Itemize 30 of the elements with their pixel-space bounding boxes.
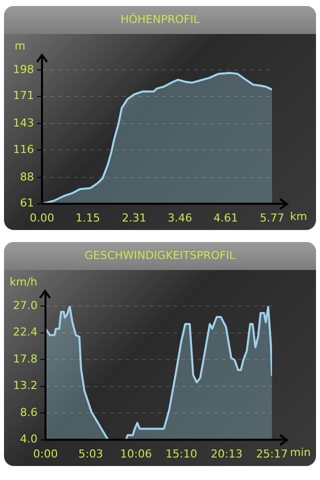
y-tick-label: 61	[20, 196, 34, 210]
y-tick-label: 22.4	[12, 326, 38, 339]
y-tick-label: 8.6	[20, 406, 38, 419]
y-tick-label: 4.0	[20, 432, 38, 446]
x-tick-label: 4.61	[214, 211, 238, 224]
chart-title: GESCHWINDIGKEITSPROFIL	[4, 242, 316, 270]
x-tick-label: 5:03	[78, 447, 104, 460]
x-tick-label: 0.00	[30, 211, 54, 224]
x-tick-label: 15:10	[166, 447, 198, 460]
x-tick-label: 1.15	[76, 211, 100, 224]
x-tick-label: 3.46	[168, 211, 192, 224]
chart-title: HÖHENPROFIL	[4, 6, 316, 34]
y-axis-title: m	[14, 39, 26, 52]
y-tick-label: 88	[20, 170, 34, 184]
x-tick-label: 5.77	[260, 211, 284, 224]
y-tick-label: 143	[12, 116, 34, 130]
y-tick-label: 27.0	[12, 298, 38, 312]
y-tick-label: 116	[12, 142, 34, 156]
x-tick-label: 10:06	[120, 447, 152, 460]
x-tick-label: 25:17	[256, 447, 288, 460]
x-tick-label: 0:00	[33, 447, 58, 460]
y-axis-title: km/h	[10, 275, 38, 288]
x-axis-title: min	[290, 446, 311, 460]
y-tick-label: 198	[12, 62, 34, 76]
x-tick-label: 20:13	[210, 447, 242, 460]
x-axis-title: km	[290, 210, 308, 224]
y-tick-label: 17.8	[12, 352, 38, 366]
x-tick-label: 2.31	[122, 211, 146, 224]
y-tick-label: 171	[12, 89, 34, 102]
y-tick-label: 13.2	[12, 379, 38, 392]
